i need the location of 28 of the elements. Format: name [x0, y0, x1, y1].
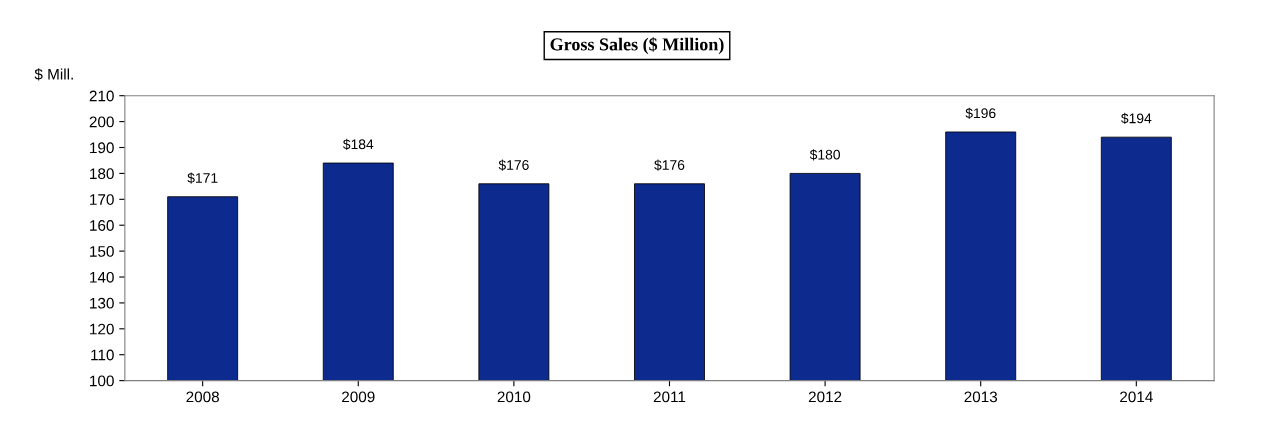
y-tick-label: 180 — [90, 168, 114, 180]
data-label: $180 — [809, 149, 840, 161]
y-tick-label: 140 — [90, 271, 114, 283]
data-label: $184 — [342, 138, 374, 151]
data-label: $196 — [965, 107, 996, 119]
y-tick-label: 160 — [90, 220, 114, 231]
data-label: $171 — [187, 172, 218, 184]
data-label: $176 — [654, 159, 685, 171]
x-tick-label: 2011 — [653, 391, 686, 403]
x-tick-label: 2014 — [1120, 391, 1153, 403]
y-axis-title: $ Mill. — [34, 68, 73, 81]
x-tick-label: 2012 — [808, 391, 842, 403]
y-tick-label: 210 — [89, 90, 114, 102]
x-tick-label: 2009 — [342, 391, 375, 403]
x-tick-label: 2008 — [186, 391, 219, 403]
data-label: $176 — [498, 159, 529, 171]
y-tick-label: 100 — [90, 375, 114, 387]
y-tick-label: 120 — [90, 323, 114, 335]
y-tick-label: 110 — [91, 349, 114, 361]
y-tick-label: 150 — [90, 245, 114, 257]
y-tick-label: 130 — [90, 297, 114, 309]
data-label: $194 — [1121, 112, 1152, 125]
y-tick-label: 170 — [90, 194, 114, 205]
y-tick-label: 200 — [89, 116, 114, 128]
chart-title: Gross Sales ($ Million) — [550, 37, 724, 55]
x-tick-label: 2013 — [964, 391, 998, 403]
y-tick-label: 190 — [90, 142, 114, 154]
x-tick-label: 2010 — [497, 391, 531, 403]
